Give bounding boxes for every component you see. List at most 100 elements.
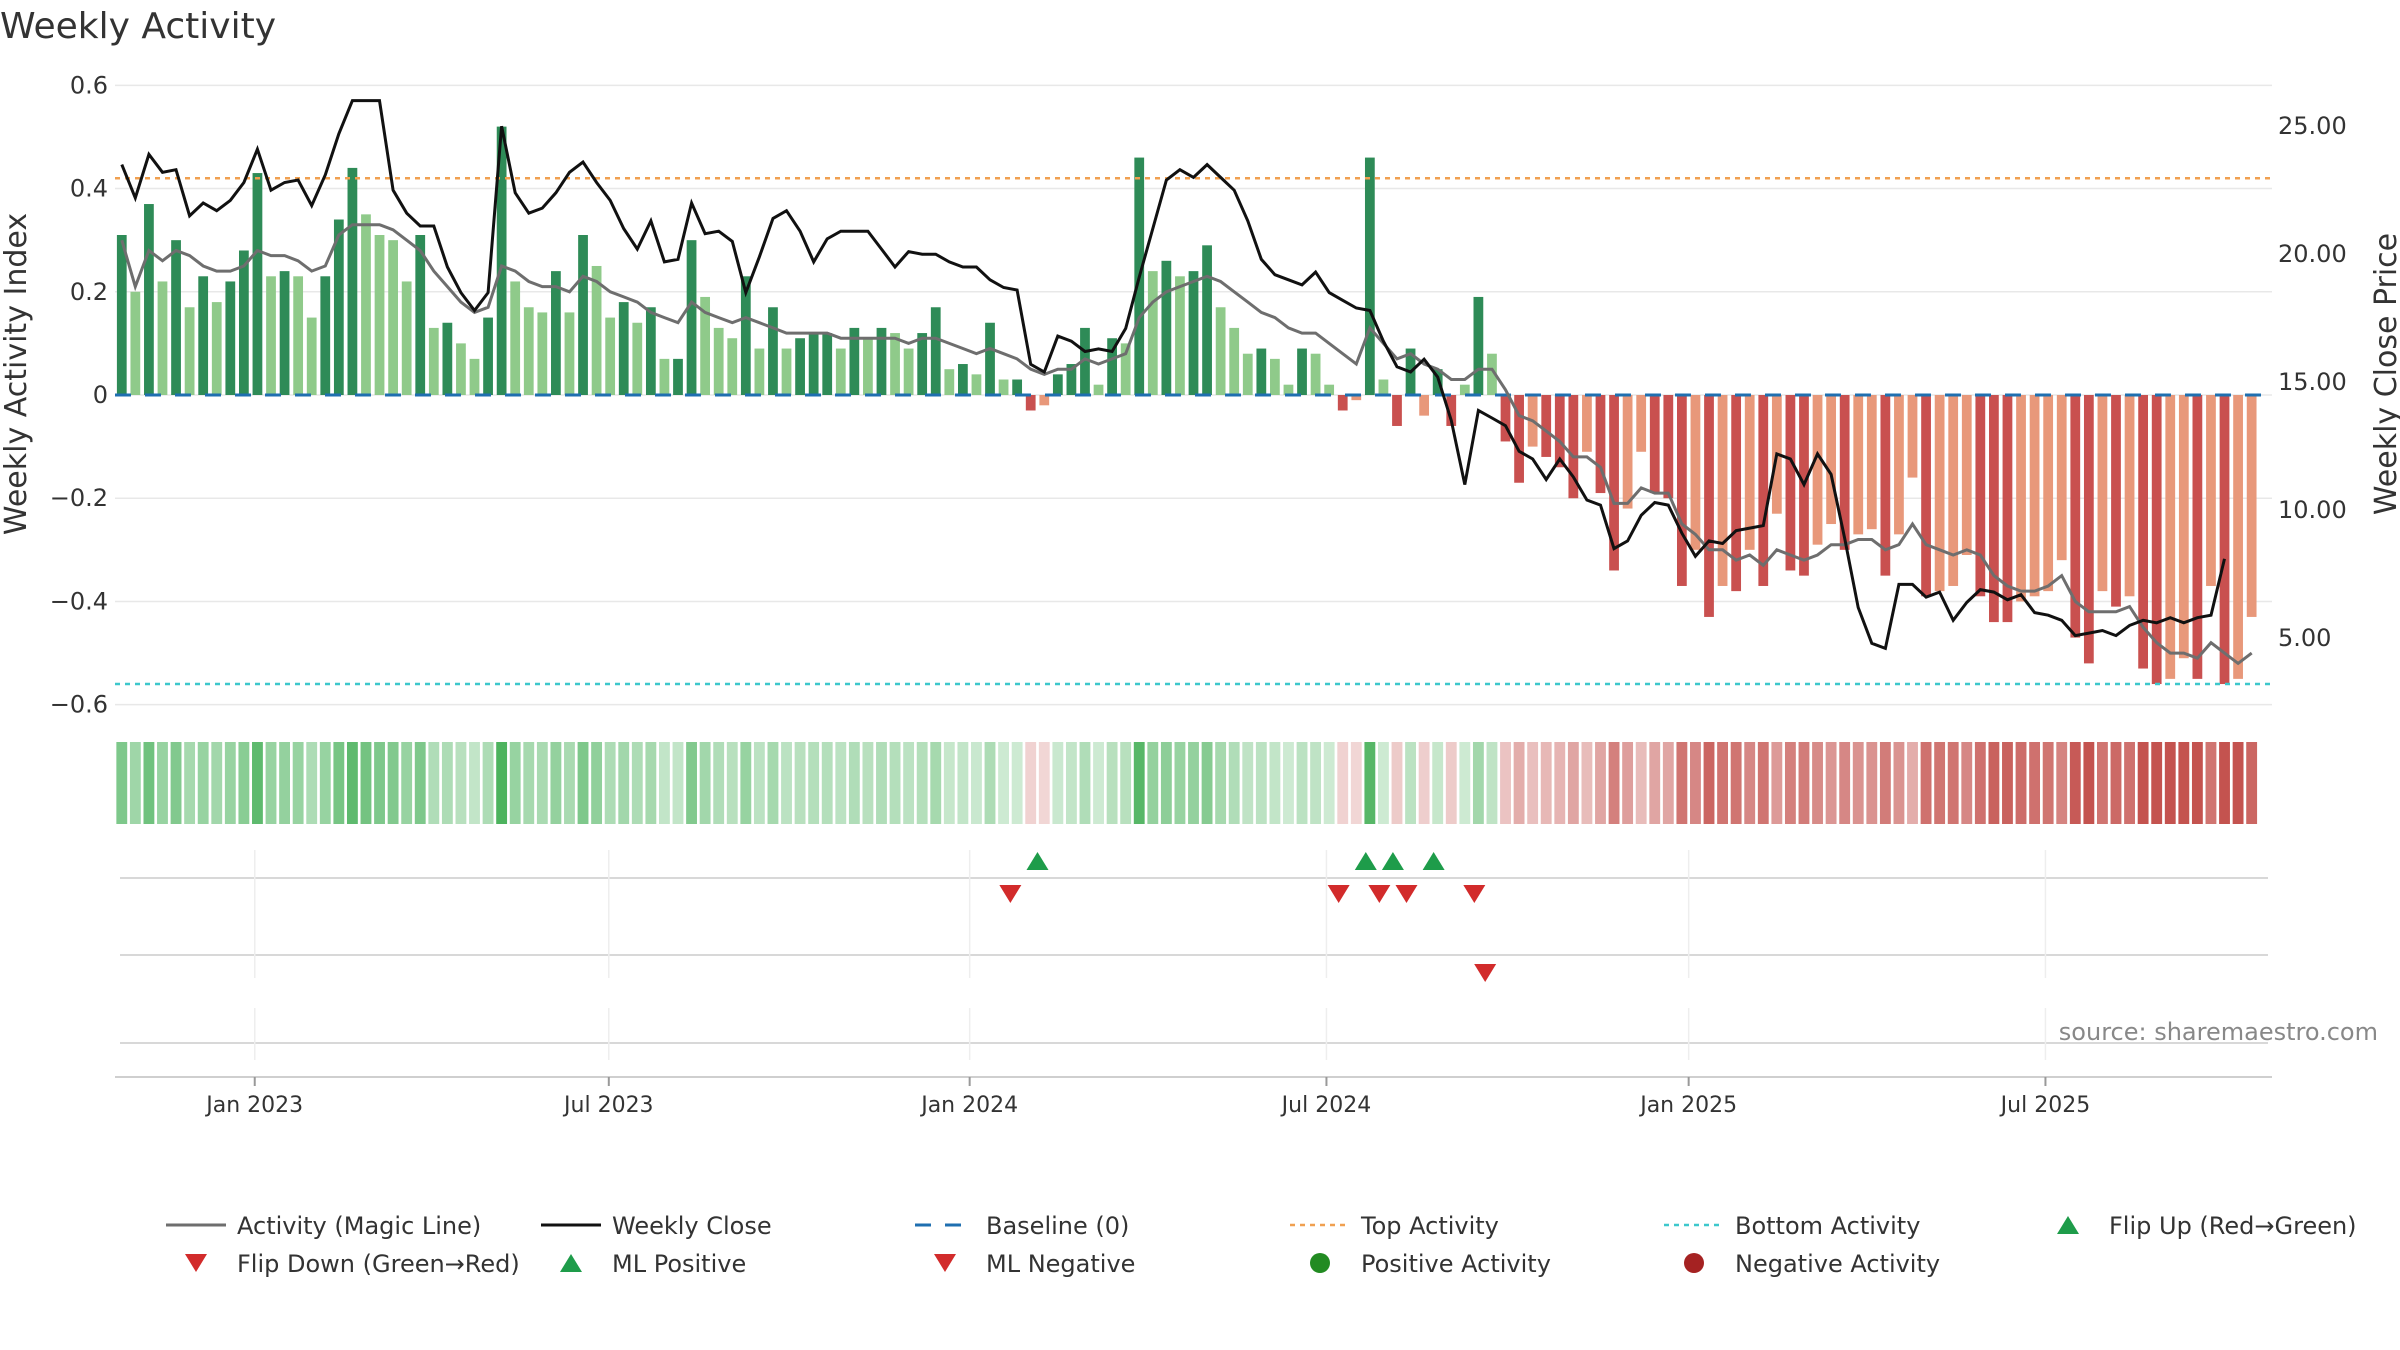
heat-cell [1310,742,1322,824]
heat-cell [903,742,915,824]
legend-label: ML Negative [986,1250,1135,1278]
heat-cell [1038,742,1050,824]
heat-cell [1283,742,1294,824]
heat-cell [1011,742,1023,824]
activity-bar [1175,276,1185,395]
heat-cell [1174,742,1186,824]
activity-bar [1378,379,1389,395]
heat-cell [1825,742,1837,824]
legend-label: Flip Down (Green→Red) [237,1250,520,1278]
legend-label: Flip Up (Red→Green) [2109,1212,2357,1240]
heat-cell [1364,742,1376,824]
heat-cell [930,742,942,824]
y-right-tick-label: 25.00 [2278,112,2347,140]
activity-bar [1676,395,1687,586]
heat-cell [591,742,603,824]
heat-cell [346,742,358,824]
activity-bar [971,374,982,395]
activity-bar [849,327,860,395]
heat-cell [1527,742,1539,824]
activity-bar [361,214,371,395]
activity-bar [157,281,168,395]
activity-bar [1337,395,1348,411]
activity-bar [985,322,995,395]
heat-cell [564,742,575,824]
activity-bar [1554,395,1565,468]
legend-item-top-activity: Top Activity [1290,1212,1499,1240]
heat-cell [2069,742,2081,824]
activity-bar [1392,395,1402,426]
x-tick-label: Jul 2024 [1280,1093,1372,1118]
activity-bar [510,281,521,395]
activity-bar [808,333,819,395]
x-tick-label: Jul 2023 [562,1093,654,1118]
activity-bar [1961,395,1972,555]
heat-cell [1635,742,1647,824]
heat-cell [848,742,860,824]
heat-cell [876,742,887,824]
heat-cell [1852,742,1864,824]
activity-bar [1487,353,1497,395]
y-tick-label: −0.6 [50,691,108,719]
heat-cell [279,742,291,824]
heat-cell [2096,742,2108,824]
activity-bar [1785,395,1796,571]
legend-label: Bottom Activity [1735,1212,1920,1240]
heat-cell [577,742,589,824]
heat-cell [781,742,792,824]
y-tick-label: −0.2 [50,484,108,512]
activity-bar [917,333,928,395]
activity-bar [1147,271,1158,395]
heat-cell [2137,742,2149,824]
activity-bar [2219,395,2230,685]
activity-bar [1039,395,1050,406]
activity-bar [551,271,561,395]
activity-bar [388,240,398,395]
legend-item-flip-down: Flip Down (Green→Red) [185,1250,520,1278]
heat-cell [1961,742,1973,824]
activity-bar [130,291,141,395]
flip-up-marker [1381,852,1404,870]
activity-bar [605,317,616,395]
legend-label: Top Activity [1360,1212,1499,1240]
heat-cell [943,742,955,824]
activity-bar [618,302,629,395]
heat-cell [984,742,996,824]
legend-label: ML Positive [612,1250,746,1278]
x-tick-label: Jul 2025 [1999,1093,2091,1118]
heat-cell [319,742,331,824]
y-right-tick-label: 20.00 [2278,240,2347,268]
activity-bar [2124,395,2135,597]
heat-cell [1133,742,1145,824]
activity-bar [1989,395,1999,623]
activity-bar [1283,384,1294,395]
y-tick-label: 0.6 [70,71,108,99]
flip-down-marker [1463,885,1486,903]
activity-bar [1812,395,1823,545]
heat-cell [1947,742,1959,824]
heat-cell [1228,742,1240,824]
activity-bar [700,296,711,395]
heat-cell [1784,742,1796,824]
activity-bar [1052,374,1063,395]
activity-bar [1188,271,1199,395]
heat-cell [1405,742,1416,824]
heat-cell [1025,742,1037,824]
heat-cell [2029,742,2041,824]
activity-bar [456,343,466,395]
activity-bar [1758,395,1769,586]
activity-bar [347,167,358,395]
activity-bar [1215,307,1226,395]
legend-swatch [1684,1253,1704,1273]
heat-cell [292,742,304,824]
activity-bar [144,204,154,395]
heat-cell [482,742,494,824]
heat-cell [2056,742,2068,824]
heat-cell [1812,742,1823,824]
activity-bar [578,235,588,395]
heat-cell [699,742,711,824]
legend-item-flip-up: Flip Up (Red→Green) [2057,1212,2357,1240]
heat-cell [509,742,521,824]
activity-bar [1012,379,1023,395]
activity-bar [442,322,453,395]
